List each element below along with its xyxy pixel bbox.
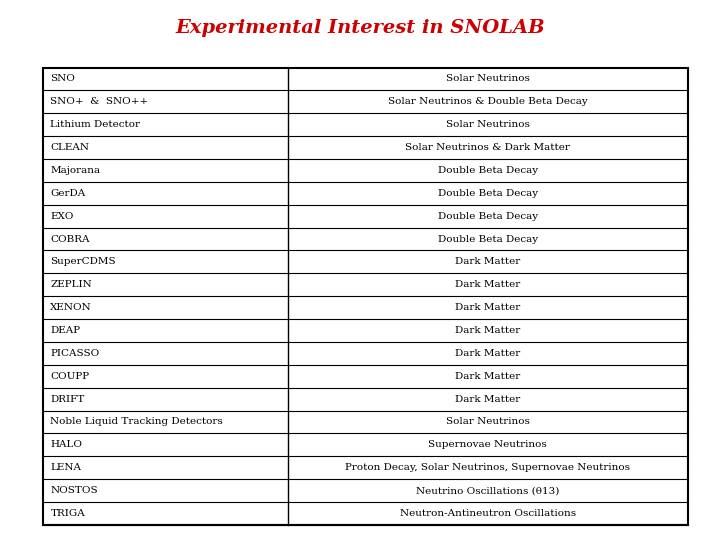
Text: Noble Liquid Tracking Detectors: Noble Liquid Tracking Detectors [50,417,223,427]
Text: Solar Neutrinos: Solar Neutrinos [446,417,530,427]
Text: SuperCDMS: SuperCDMS [50,258,116,266]
Text: Dark Matter: Dark Matter [455,395,521,403]
Text: DRIFT: DRIFT [50,395,85,403]
Text: EXO: EXO [50,212,73,221]
Text: SNO+  &  SNO++: SNO+ & SNO++ [50,97,148,106]
Text: ZEPLIN: ZEPLIN [50,280,92,289]
Text: CLEAN: CLEAN [50,143,89,152]
Text: HALO: HALO [50,440,82,449]
Text: Supernovae Neutrinos: Supernovae Neutrinos [428,440,547,449]
Text: Dark Matter: Dark Matter [455,280,521,289]
Text: Solar Neutrinos & Double Beta Decay: Solar Neutrinos & Double Beta Decay [388,97,588,106]
Text: Dark Matter: Dark Matter [455,326,521,335]
Text: Dark Matter: Dark Matter [455,303,521,312]
Text: Solar Neutrinos & Dark Matter: Solar Neutrinos & Dark Matter [405,143,570,152]
Text: SNO: SNO [50,75,76,84]
Text: Dark Matter: Dark Matter [455,349,521,358]
Text: Double Beta Decay: Double Beta Decay [438,234,538,244]
Text: PICASSO: PICASSO [50,349,99,358]
Text: NOSTOS: NOSTOS [50,486,98,495]
Text: Solar Neutrinos: Solar Neutrinos [446,75,530,84]
Text: Double Beta Decay: Double Beta Decay [438,212,538,221]
Text: XENON: XENON [50,303,92,312]
Text: LENA: LENA [50,463,81,472]
Text: Experimental Interest in SNOLAB: Experimental Interest in SNOLAB [175,19,545,37]
Text: DEAP: DEAP [50,326,81,335]
Text: Majorana: Majorana [50,166,101,175]
Text: Lithium Detector: Lithium Detector [50,120,140,129]
Text: Dark Matter: Dark Matter [455,372,521,381]
Text: Double Beta Decay: Double Beta Decay [438,189,538,198]
Text: TRIGA: TRIGA [50,509,85,518]
Text: Dark Matter: Dark Matter [455,258,521,266]
Text: COBRA: COBRA [50,234,90,244]
Text: COUPP: COUPP [50,372,89,381]
Text: Solar Neutrinos: Solar Neutrinos [446,120,530,129]
Text: Double Beta Decay: Double Beta Decay [438,166,538,175]
Text: Neutron-Antineutron Oscillations: Neutron-Antineutron Oscillations [400,509,576,518]
Text: GerDA: GerDA [50,189,86,198]
Text: Proton Decay, Solar Neutrinos, Supernovae Neutrinos: Proton Decay, Solar Neutrinos, Supernova… [346,463,630,472]
Text: Neutrino Oscillations (θ13): Neutrino Oscillations (θ13) [416,486,559,495]
